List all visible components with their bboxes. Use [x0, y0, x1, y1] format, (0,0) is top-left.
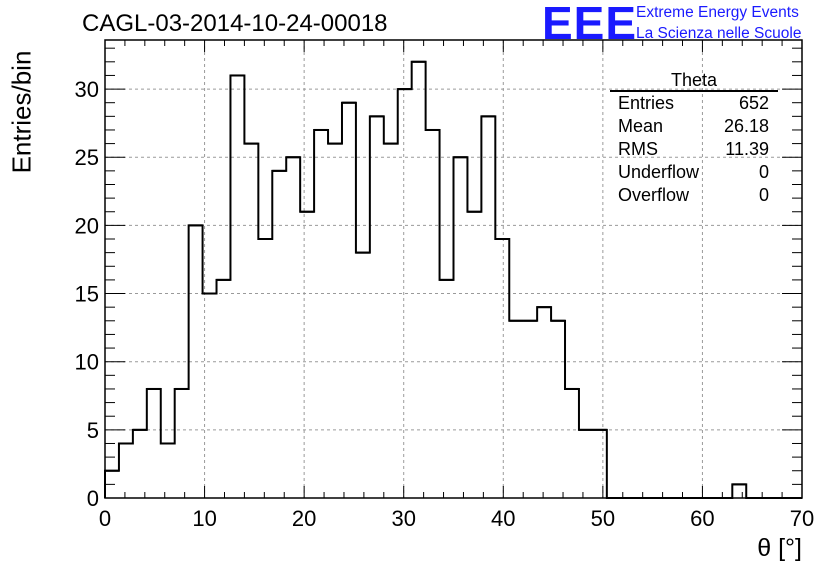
x-tick-label: 40: [491, 506, 515, 531]
plot-frame: [104, 39, 803, 499]
plot-frame-rect: [104, 39, 803, 499]
x-tick-label: 60: [690, 506, 714, 531]
stats-row-rms: RMS 11.39: [610, 138, 778, 161]
stats-value: 26.18: [723, 116, 769, 136]
stats-label: Entries: [618, 93, 675, 113]
x-tick-label: 10: [192, 506, 216, 531]
y-axis-label: Entries/bin: [6, 50, 37, 174]
stats-row-entries: Entries 652: [610, 92, 778, 115]
y-tick-label: 5: [87, 418, 99, 443]
stats-row-overflow: Overflow 0: [610, 184, 778, 207]
y-tick-label: 15: [75, 282, 99, 307]
stats-row-underflow: Underflow 0: [610, 161, 778, 184]
y-tick-label: 25: [75, 145, 99, 170]
stats-row-mean: Mean 26.18: [610, 115, 778, 138]
y-tick-label: 30: [75, 77, 99, 102]
x-axis-label: θ [°]: [757, 534, 802, 562]
x-tick-label: 70: [790, 506, 814, 531]
eee-logo: EEE: [542, 0, 638, 49]
stats-title: Theta: [610, 70, 778, 92]
y-tick-label: 10: [75, 350, 99, 375]
stats-value: 0: [758, 162, 769, 182]
stats-value: 0: [758, 185, 769, 205]
stats-label: Underflow: [618, 162, 700, 182]
stats-label: Mean: [618, 116, 664, 136]
y-tick-label: 0: [87, 486, 99, 511]
y-tick-label: 20: [75, 213, 99, 238]
x-tick-label: 50: [591, 506, 615, 531]
x-tick-label: 30: [391, 506, 415, 531]
stats-value: 652: [738, 93, 769, 113]
axis-tick-labels: 0 10 20 30 40 50 60 70 0 5 10 15 20 25 30: [75, 77, 815, 531]
axis-ticks: [104, 40, 803, 499]
logo-line-1: Extreme Energy Events: [636, 4, 799, 21]
x-tick-label: 20: [292, 506, 316, 531]
stats-box: Theta Entries 652 Mean 26.18 RMS 11.39 U…: [610, 70, 778, 207]
stats-value: 11.39: [725, 139, 769, 159]
x-tick-label: 0: [99, 506, 111, 531]
stats-label: Overflow: [618, 185, 690, 205]
stats-label: RMS: [618, 139, 658, 159]
chart-title: CAGL-03-2014-10-24-00018: [82, 10, 388, 37]
logo-line-2: La Scienza nelle Scuole: [636, 25, 802, 42]
